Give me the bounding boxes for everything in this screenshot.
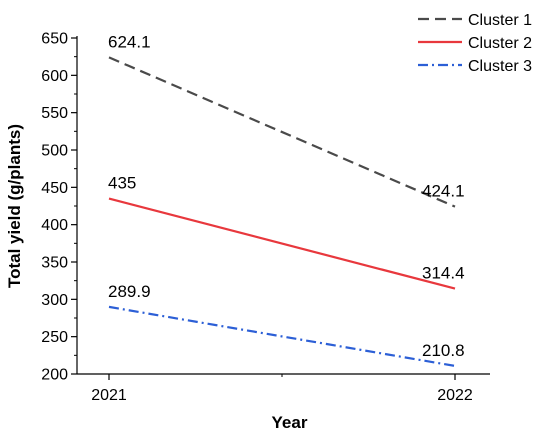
y-tick-label: 250 [41,329,68,346]
series-line-1 [108,56,456,208]
y-tick-label: 650 [41,31,68,48]
legend-label-3: Cluster 3 [468,58,532,75]
data-labels: 624.1 424.1 435 314.4 289.9 210.8 [108,32,465,360]
legend-label-2: Cluster 2 [468,35,532,52]
axes: 200 250 300 350 400 450 500 550 600 650 2021 2022 [41,31,490,404]
y-tick-label: 300 [41,292,68,309]
y-axis-title: Total yield (g/plants) [5,124,24,288]
y-tick-label: 550 [41,105,68,122]
data-label: 624.1 [108,32,151,51]
data-label: 210.8 [422,341,465,360]
series-line-3 [108,305,456,368]
legend-label-1: Cluster 1 [468,12,532,29]
y-tick-label: 450 [41,180,68,197]
y-tick-label: 200 [41,367,68,384]
x-tick-label: 2021 [91,387,127,404]
y-tick-label: 400 [41,217,68,234]
legend: Cluster 1 Cluster 2 Cluster 3 [418,12,532,75]
series-layer [108,56,456,368]
data-label: 424.1 [422,182,465,201]
y-tick-label: 500 [41,143,68,160]
x-axis-title: Year [272,413,308,432]
data-label: 314.4 [422,264,465,283]
series-line-2 [108,197,456,290]
y-tick-label: 350 [41,255,68,272]
y-tick-label: 600 [41,68,68,85]
data-label: 435 [108,174,136,193]
x-tick-label: 2022 [437,387,473,404]
data-label: 289.9 [108,282,151,301]
